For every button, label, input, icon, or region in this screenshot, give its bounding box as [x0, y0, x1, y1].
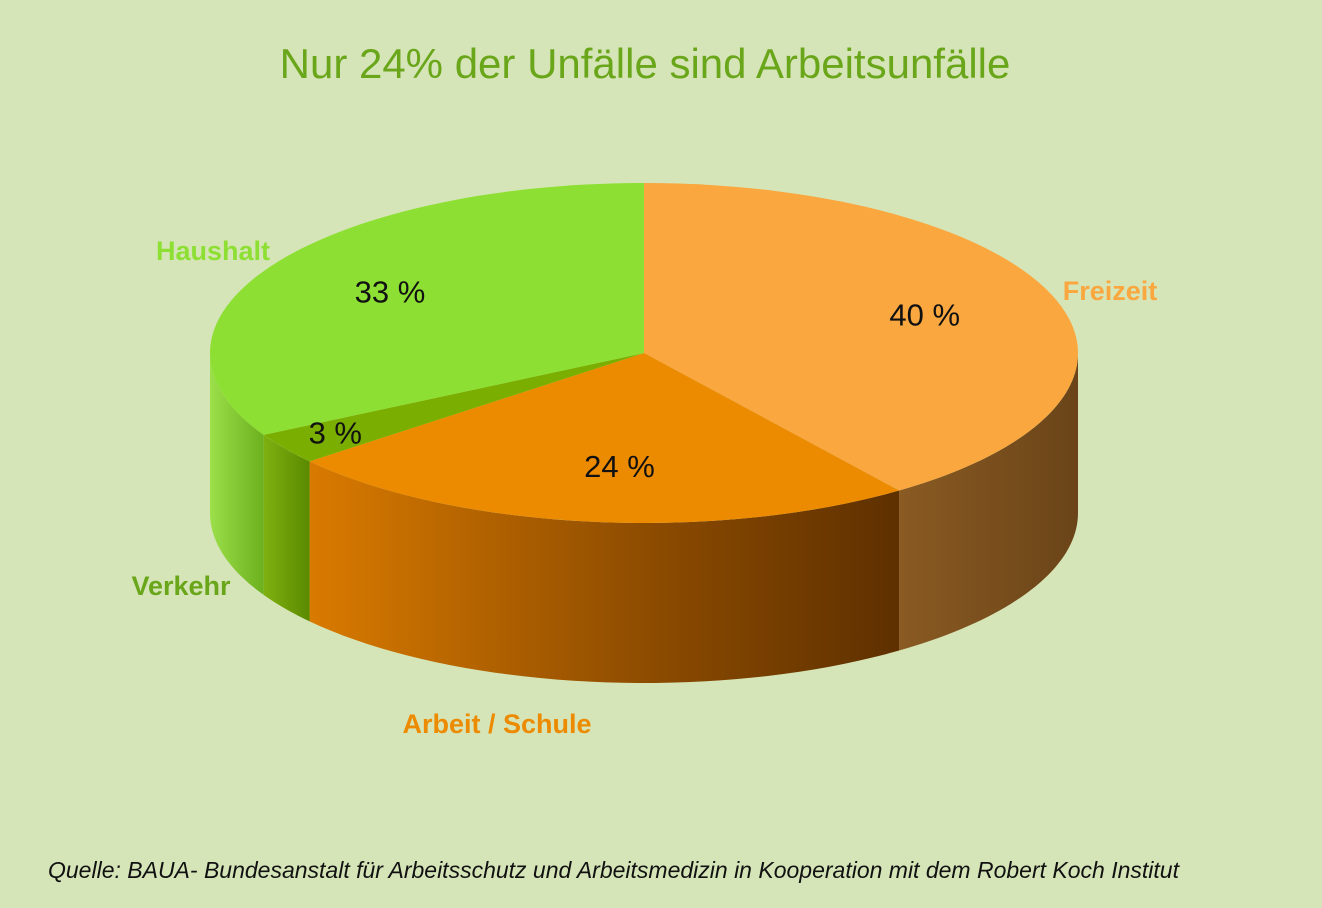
pie-slice-verkehr — [263, 353, 644, 462]
pie-slice-freizeit — [644, 183, 1078, 491]
category-label: Haushalt — [156, 236, 270, 266]
category-label: Arbeit / Schule — [402, 709, 591, 739]
pie-side-freizeit — [899, 353, 1078, 651]
value-label: 3 % — [309, 415, 362, 450]
pie-side-verkehr — [263, 434, 310, 622]
source-note: Quelle: BAUA- Bundesanstalt für Arbeitss… — [48, 857, 1179, 883]
value-label: 24 % — [584, 449, 655, 484]
pie-side-haushalt — [210, 353, 264, 595]
chart-title: Nur 24% der Unfälle sind Arbeitsunfälle — [279, 40, 1011, 87]
pie-side-arbeit-schule — [309, 461, 900, 683]
pie-slice-haushalt — [209, 183, 644, 435]
pie-slice-arbeit-schule — [309, 353, 900, 523]
category-label: Freizeit — [1063, 276, 1158, 306]
value-label: 40 % — [889, 297, 960, 332]
value-label: 33 % — [355, 274, 426, 309]
category-label: Verkehr — [131, 571, 231, 601]
